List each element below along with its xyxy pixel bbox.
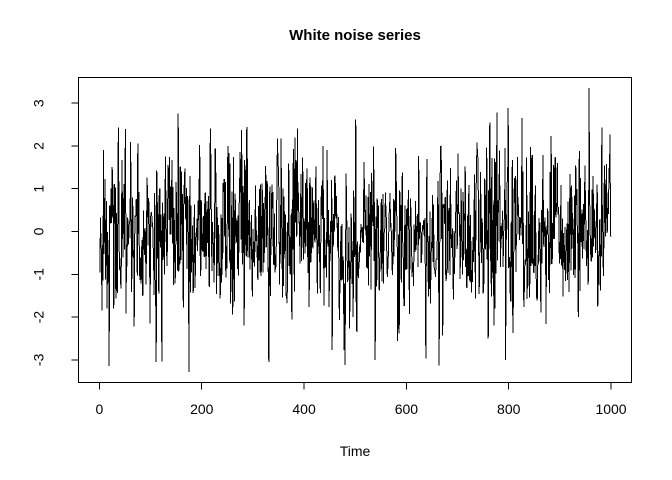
- x-tick-label: 200: [190, 401, 214, 417]
- y-tick-label: -2: [31, 311, 47, 324]
- chart-title: White noise series: [289, 27, 421, 44]
- y-tick-label: -1: [31, 268, 47, 281]
- y-tick-label: 0: [31, 227, 47, 235]
- x-axis-title: Time: [339, 443, 371, 459]
- x-tick-label: 1000: [595, 401, 626, 417]
- y-tick-label: -3: [31, 353, 47, 366]
- x-tick-label: 400: [292, 401, 316, 417]
- y-tick-label: 3: [31, 99, 47, 107]
- x-tick-label: 800: [497, 401, 521, 417]
- x-tick-label: 600: [395, 401, 419, 417]
- x-tick-label: 0: [96, 401, 104, 417]
- y-tick-label: 1: [31, 185, 47, 193]
- plot-box: [78, 77, 632, 383]
- y-tick-label: 2: [31, 142, 47, 150]
- white-noise-series-line: [99, 88, 612, 372]
